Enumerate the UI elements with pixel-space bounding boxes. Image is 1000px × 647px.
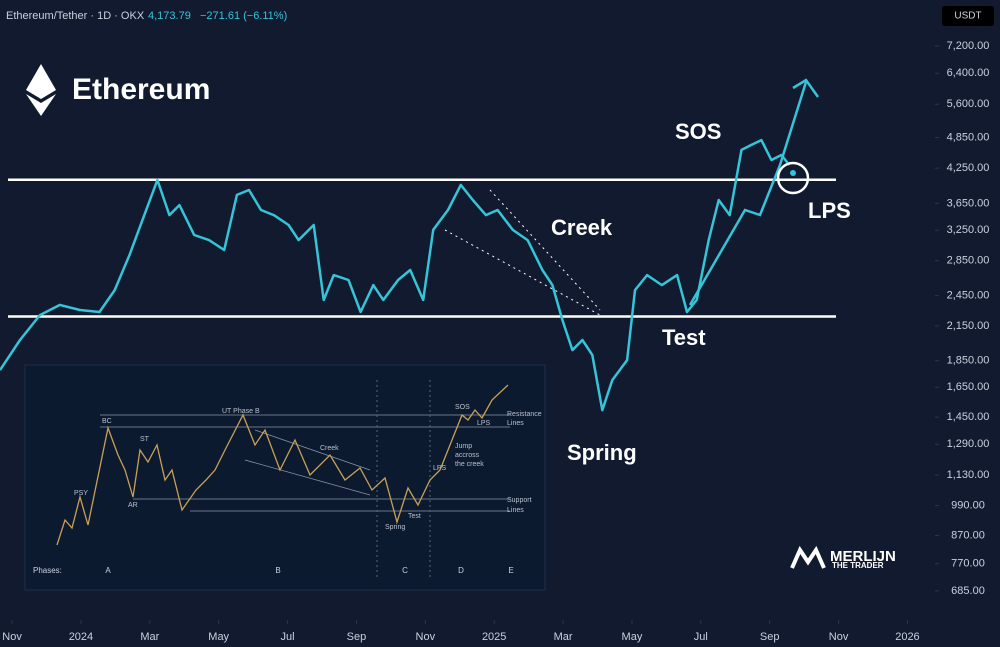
phase-label: D <box>458 566 464 575</box>
x-tick-label: Mar <box>554 631 573 643</box>
currency: USDT <box>954 11 981 22</box>
y-tick-label: 5,600.00 <box>947 98 990 110</box>
inset-label: PSY <box>74 490 88 497</box>
phase-label: B <box>275 566 280 575</box>
inset-label: ST <box>140 436 150 443</box>
y-tick-label: 1,650.00 <box>947 381 990 393</box>
y-tick-label: 1,290.00 <box>947 438 990 450</box>
inset-label: Support <box>507 497 532 504</box>
x-tick-label: Nov <box>416 631 436 643</box>
price: 4,173.79 <box>148 10 191 22</box>
price-line <box>0 138 791 412</box>
y-tick-label: 2,150.00 <box>947 320 990 332</box>
x-tick-label: Jul <box>694 631 708 643</box>
inset-label: Lines <box>507 507 524 514</box>
brand-tagline: THE TRADER <box>832 561 884 570</box>
x-tick-label: 2025 <box>482 631 506 643</box>
brand-name: MERLIJN <box>830 548 896 565</box>
inset-label: UT Phase B <box>222 408 260 415</box>
x-tick-label: Nov <box>829 631 849 643</box>
inset-label: LPS <box>477 420 491 427</box>
lps-dot <box>790 170 796 176</box>
symbol: Ethereum/Tether · 1D · OKX <box>6 10 145 22</box>
arrow-head <box>792 78 820 98</box>
inset-label: Creek <box>320 445 339 452</box>
x-tick-label: Sep <box>347 631 367 643</box>
inset-label: Lines <box>507 420 524 427</box>
inset-label: Resistance <box>507 411 542 418</box>
inset-label: BC <box>102 418 112 425</box>
y-tick-label: 3,250.00 <box>947 224 990 236</box>
inset-label: Jump <box>455 443 472 450</box>
change: −271.61 (−6.11%) <box>200 10 287 22</box>
annotation: Spring <box>567 440 637 465</box>
y-tick-label: 4,250.00 <box>947 162 990 174</box>
y-tick-label: 7,200.00 <box>947 40 990 52</box>
annotation: Test <box>662 325 706 350</box>
y-tick-label: 4,850.00 <box>947 131 990 143</box>
lps-circle <box>776 161 810 195</box>
phases-title: Phases: <box>33 566 62 575</box>
inset-label: accross <box>455 452 480 459</box>
chart-title: Ethereum <box>72 73 210 106</box>
annotation: SOS <box>675 119 721 144</box>
currency-box <box>942 6 994 26</box>
y-tick-label: 1,450.00 <box>947 411 990 423</box>
inset-label: SOS <box>455 404 470 411</box>
x-tick-label: 2026 <box>895 631 919 643</box>
inset-label: AR <box>128 502 138 509</box>
phase-label: E <box>508 566 513 575</box>
y-tick-label: 2,850.00 <box>947 255 990 267</box>
x-tick-label: Nov <box>2 631 22 643</box>
eth-logo <box>26 64 56 116</box>
y-tick-label: 3,650.00 <box>947 197 990 209</box>
y-tick-label: 1,130.00 <box>947 469 990 481</box>
brand-logo: MERLIJN THE TRADER <box>790 545 896 570</box>
x-tick-label: Sep <box>760 631 780 643</box>
inset-label: Spring <box>385 524 405 531</box>
inset-label: LPS <box>433 465 447 472</box>
y-tick-label: 870.00 <box>951 529 985 541</box>
phase-label: A <box>105 566 111 575</box>
phase-label: C <box>402 566 408 575</box>
x-tick-label: May <box>622 631 643 643</box>
inset-diagram <box>24 364 546 591</box>
annotation: LPS <box>808 198 851 223</box>
inset-label: Test <box>408 513 421 520</box>
x-tick-label: May <box>208 631 229 643</box>
y-tick-label: 990.00 <box>951 499 985 511</box>
y-tick-label: 1,850.00 <box>947 355 990 367</box>
y-tick-label: 2,450.00 <box>947 290 990 302</box>
inset-label: the creek <box>455 461 484 468</box>
x-tick-label: Jul <box>281 631 295 643</box>
y-tick-label: 6,400.00 <box>947 67 990 79</box>
annotation: Creek <box>551 215 613 240</box>
x-tick-label: 2024 <box>69 631 93 643</box>
y-tick-label: 685.00 <box>951 585 985 597</box>
y-tick-label: 770.00 <box>951 558 985 570</box>
x-tick-label: Mar <box>140 631 159 643</box>
projection-line <box>688 81 808 306</box>
